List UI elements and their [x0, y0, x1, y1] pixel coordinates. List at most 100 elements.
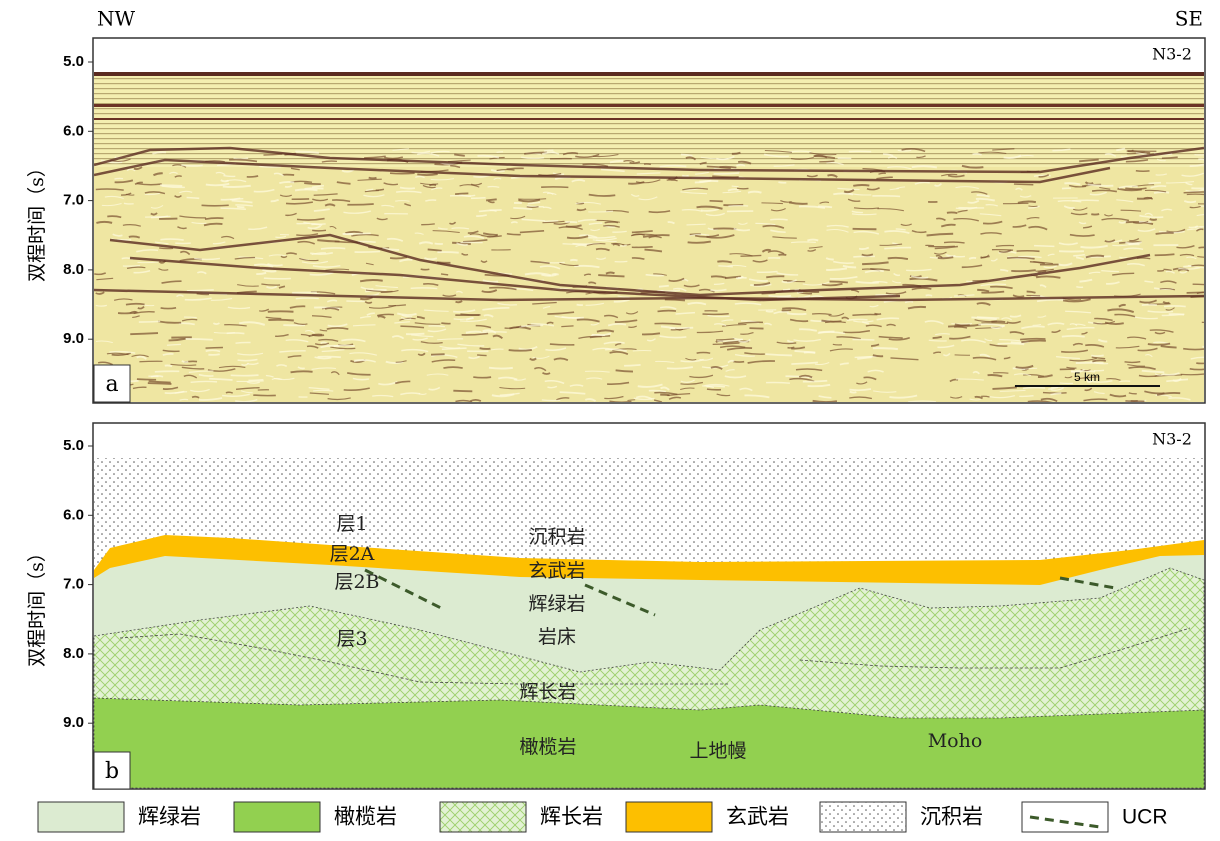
seismic-texture: [357, 240, 376, 244]
seismic-texture: [1034, 244, 1055, 248]
seismic-texture: [839, 362, 849, 366]
seismic-texture: [812, 399, 838, 402]
seismic-texture: [1114, 313, 1136, 318]
seismic-texture: [519, 230, 545, 234]
seismic-texture: [942, 352, 951, 357]
seismic-texture: [238, 321, 266, 326]
seismic-texture: [1144, 353, 1153, 358]
seismic-texture: [246, 381, 260, 384]
seismic-texture: [600, 168, 625, 173]
seismic-texture: [1197, 255, 1204, 258]
seismic-texture: [308, 333, 323, 338]
seismic-texture: [109, 350, 136, 354]
seismic-texture: [164, 390, 185, 395]
seismic-texture: [150, 204, 164, 209]
seismic-image: [94, 72, 1204, 402]
seismic-texture: [510, 221, 518, 224]
seismic-texture: [347, 203, 374, 206]
seismic-texture: [702, 385, 715, 389]
seismic-texture: [659, 335, 687, 339]
seismic-texture: [1189, 205, 1201, 209]
seismic-reflector: [94, 146, 1204, 174]
seismic-texture: [1135, 152, 1147, 155]
seismic-texture: [971, 191, 988, 195]
seismic-texture: [736, 187, 749, 190]
seismic-texture: [420, 341, 443, 344]
seismic-texture: [826, 229, 849, 233]
seismic-texture: [1052, 148, 1071, 152]
y-tick-label: 5.0: [63, 437, 84, 454]
seismic-texture: [604, 348, 628, 353]
seismic-texture: [463, 235, 485, 240]
seismic-texture: [680, 387, 695, 390]
seismic-texture: [715, 338, 735, 341]
seismic-texture: [311, 367, 336, 370]
seismic-texture: [980, 255, 990, 259]
seismic-texture: [265, 374, 274, 378]
seismic-texture: [161, 280, 182, 284]
seismic-texture: [706, 234, 735, 239]
seismic-texture: [588, 235, 616, 239]
seismic-texture: [873, 390, 897, 393]
seismic-texture: [891, 280, 901, 284]
seismic-texture: [627, 399, 636, 401]
seismic-texture: [584, 370, 610, 373]
seismic-texture: [544, 219, 559, 223]
seismic-texture: [1038, 174, 1050, 178]
seismic-texture: [160, 238, 184, 241]
seismic-texture: [430, 150, 450, 154]
seismic-texture: [1141, 303, 1158, 306]
seismic-texture: [851, 210, 863, 214]
y-axis-label: 双程时间（s）: [26, 543, 48, 667]
seismic-texture: [290, 370, 313, 374]
seismic-texture: [993, 372, 1009, 374]
seismic-texture: [399, 317, 416, 321]
seismic-texture: [645, 273, 665, 277]
seismic-texture: [586, 243, 606, 246]
seismic-texture: [1127, 150, 1151, 154]
seismic-texture: [181, 366, 205, 370]
seismic-texture: [327, 323, 348, 328]
seismic-texture: [394, 380, 411, 385]
seismic-texture: [518, 198, 541, 203]
seismic-texture: [1075, 256, 1085, 261]
seismic-texture: [412, 337, 428, 341]
seismic-texture: [787, 312, 807, 316]
seismic-texture: [1141, 369, 1165, 374]
seismic-texture: [904, 300, 914, 304]
annotation: 沉积岩: [528, 526, 585, 548]
seismic-texture: [459, 318, 487, 322]
seismic-texture: [224, 324, 247, 327]
seismic-texture: [1015, 187, 1023, 191]
seismic-texture: [744, 394, 770, 399]
seismic-texture: [957, 209, 968, 213]
seismic-texture: [470, 399, 482, 402]
seismic-texture: [1017, 200, 1037, 204]
seismic-texture: [186, 289, 214, 292]
seismic-texture: [324, 307, 340, 311]
seismic-texture: [770, 229, 786, 234]
seismic-texture: [388, 304, 406, 307]
seismic-texture: [1028, 205, 1038, 207]
seismic-texture: [126, 168, 136, 172]
seismic-texture: [148, 380, 171, 384]
seismic-texture: [270, 198, 280, 203]
seismic-texture: [1154, 373, 1164, 376]
seismic-texture: [762, 224, 785, 229]
seismic-texture: [559, 391, 586, 395]
seismic-texture: [312, 198, 329, 202]
seismic-texture: [947, 174, 965, 178]
seismic-texture: [744, 352, 765, 355]
seismic-texture: [212, 241, 226, 245]
seismic-texture: [184, 297, 212, 301]
seismic-reflector: [109, 233, 1151, 297]
seismic-texture: [527, 201, 541, 205]
seismic-texture: [1105, 281, 1120, 285]
seismic-texture: [763, 153, 789, 158]
seismic-texture: [1104, 214, 1113, 217]
seismic-texture: [889, 187, 900, 191]
seismic-texture: [997, 342, 1025, 346]
seismic-texture: [208, 353, 220, 356]
seismic-texture: [911, 165, 938, 169]
seismic-texture: [112, 233, 123, 237]
